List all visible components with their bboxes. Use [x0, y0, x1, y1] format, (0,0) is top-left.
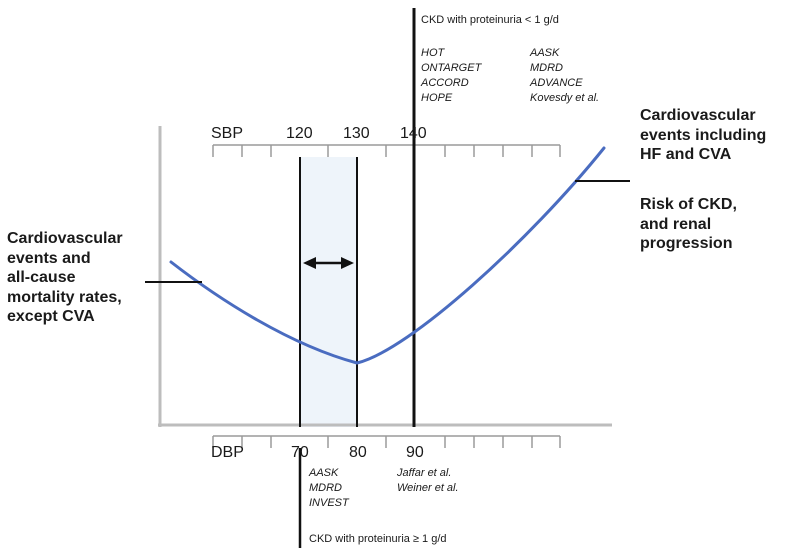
right-label-line: Cardiovascular [640, 107, 756, 124]
risk-curve [169, 146, 606, 365]
right-label-line: progression [640, 235, 733, 252]
top-study-hot: HOT [421, 47, 445, 59]
sbp-ruler [212, 144, 561, 157]
top-group-title: CKD with proteinuria < 1 g/d [421, 14, 559, 26]
dbp-tick-70: 70 [291, 444, 309, 461]
dbp-axis-label: DBP [211, 444, 244, 461]
left-label-line: mortality rates, [7, 288, 122, 306]
top-study-advance: ADVANCE [530, 77, 583, 89]
right-label-line: events including [640, 126, 767, 144]
left-label-line: events and [7, 249, 91, 267]
top-study-accord: ACCORD [421, 77, 469, 89]
right-label-line: and renal [640, 215, 712, 233]
top-study-aask: AASK [530, 47, 560, 59]
sbp-tick-140: 140 [400, 125, 427, 142]
top-study-ontarget: ONTARGET [421, 62, 482, 74]
left-label-line: except CVA [7, 308, 95, 325]
right-outcome-label-ckd: Risk of CKD, and renal progression [640, 195, 737, 254]
left-label-line: all-cause [7, 269, 76, 286]
target-range-band [300, 157, 357, 427]
top-study-hope: HOPE [421, 92, 453, 104]
top-study-kovesdy: Kovesdy et al. [530, 92, 600, 104]
left-label-line: Cardiovascular [7, 230, 123, 247]
dbp-tick-90: 90 [406, 444, 424, 461]
arrow-head-left [303, 257, 316, 269]
bottom-study-jaffar: Jaffar et al. [397, 467, 452, 479]
bottom-study-mdrd: MDRD [309, 482, 342, 494]
sbp-tick-120: 120 [286, 125, 313, 142]
right-outcome-label-cv: Cardiovascular events including HF and C… [640, 106, 766, 165]
dbp-tick-80: 80 [349, 444, 367, 461]
bottom-study-weiner: Weiner et al. [397, 482, 459, 494]
dbp-ruler [212, 435, 561, 448]
bottom-study-aask: AASK [309, 467, 339, 479]
right-label-line: Risk of CKD, [640, 196, 737, 213]
top-study-mdrd: MDRD [530, 62, 563, 74]
bottom-group-title: CKD with proteinuria ≥ 1 g/d [309, 533, 447, 545]
sbp-axis-label: SBP [211, 125, 244, 142]
right-label-line: HF and CVA [640, 146, 732, 163]
bottom-study-invest: INVEST [309, 497, 349, 509]
left-outcome-label: Cardiovascular events and all-cause mort… [7, 229, 123, 327]
arrow-head-right [341, 257, 354, 269]
sbp-tick-130: 130 [343, 125, 370, 142]
